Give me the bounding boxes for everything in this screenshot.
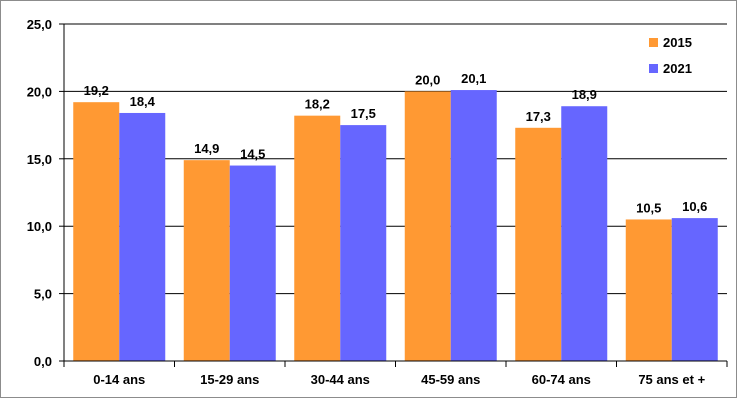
axes: 0,0 5,0 10,0 15,0 20,0 25,0 0-14 ans 15-29 ans 3…: [27, 17, 728, 387]
legend-swatch-2021: [649, 64, 658, 73]
data-label-2015-5: 10,5: [636, 200, 661, 215]
bar-2021-0: [119, 112, 166, 361]
legend-swatch-2015: [649, 38, 658, 47]
bar-2021-1: [229, 165, 276, 361]
y-tick-label: 20,0: [27, 84, 52, 99]
legend-label-2015: 2015: [663, 35, 692, 50]
bar-2015-0: [73, 102, 120, 362]
data-label-2015-3: 20,0: [415, 72, 440, 87]
data-label-2021-2: 17,5: [351, 106, 376, 121]
legend-label-2021: 2021: [663, 61, 692, 76]
bar-2015-4: [515, 127, 562, 362]
y-tick-label: 5,0: [34, 287, 52, 302]
x-tick-label: 45-59 ans: [421, 372, 480, 387]
data-label-2015-4: 17,3: [526, 109, 551, 124]
data-label-2021-1: 14,5: [240, 147, 265, 162]
bar-2015-2: [294, 115, 341, 361]
x-tick-label: 0-14 ans: [93, 372, 145, 387]
bar-2021-3: [450, 90, 497, 361]
data-label-2015-0: 19,2: [84, 83, 109, 98]
bars: [73, 90, 718, 362]
data-label-2021-4: 18,9: [572, 87, 597, 102]
data-label-2015-1: 14,9: [194, 141, 219, 156]
x-tick-label: 15-29 ans: [200, 372, 259, 387]
y-tick-label: 10,0: [27, 219, 52, 234]
data-label-2015-2: 18,2: [305, 97, 330, 112]
bar-2015-1: [183, 160, 230, 361]
data-labels: 19,2 18,4 14,9 14,5 18,2 17,5 20,0 20,1 17,3 18,9…: [84, 71, 708, 215]
legend: 2015 2021: [649, 35, 692, 76]
bar-2021-4: [561, 106, 608, 361]
y-tick-label: 0,0: [34, 354, 52, 369]
x-tick-label: 75 ans et +: [638, 372, 705, 387]
data-label-2021-0: 18,4: [130, 94, 156, 109]
y-tick-label: 15,0: [27, 152, 52, 167]
bar-2015-3: [404, 91, 451, 362]
bar-2015-5: [625, 219, 672, 361]
gridlines: [64, 23, 727, 295]
y-tick-label: 25,0: [27, 17, 52, 32]
data-label-2021-3: 20,1: [461, 71, 486, 86]
x-tick-label: 60-74 ans: [532, 372, 591, 387]
data-label-2021-5: 10,6: [682, 199, 707, 214]
x-tick-label: 30-44 ans: [311, 372, 370, 387]
bar-2021-5: [671, 218, 718, 361]
bar-2021-2: [340, 125, 387, 361]
